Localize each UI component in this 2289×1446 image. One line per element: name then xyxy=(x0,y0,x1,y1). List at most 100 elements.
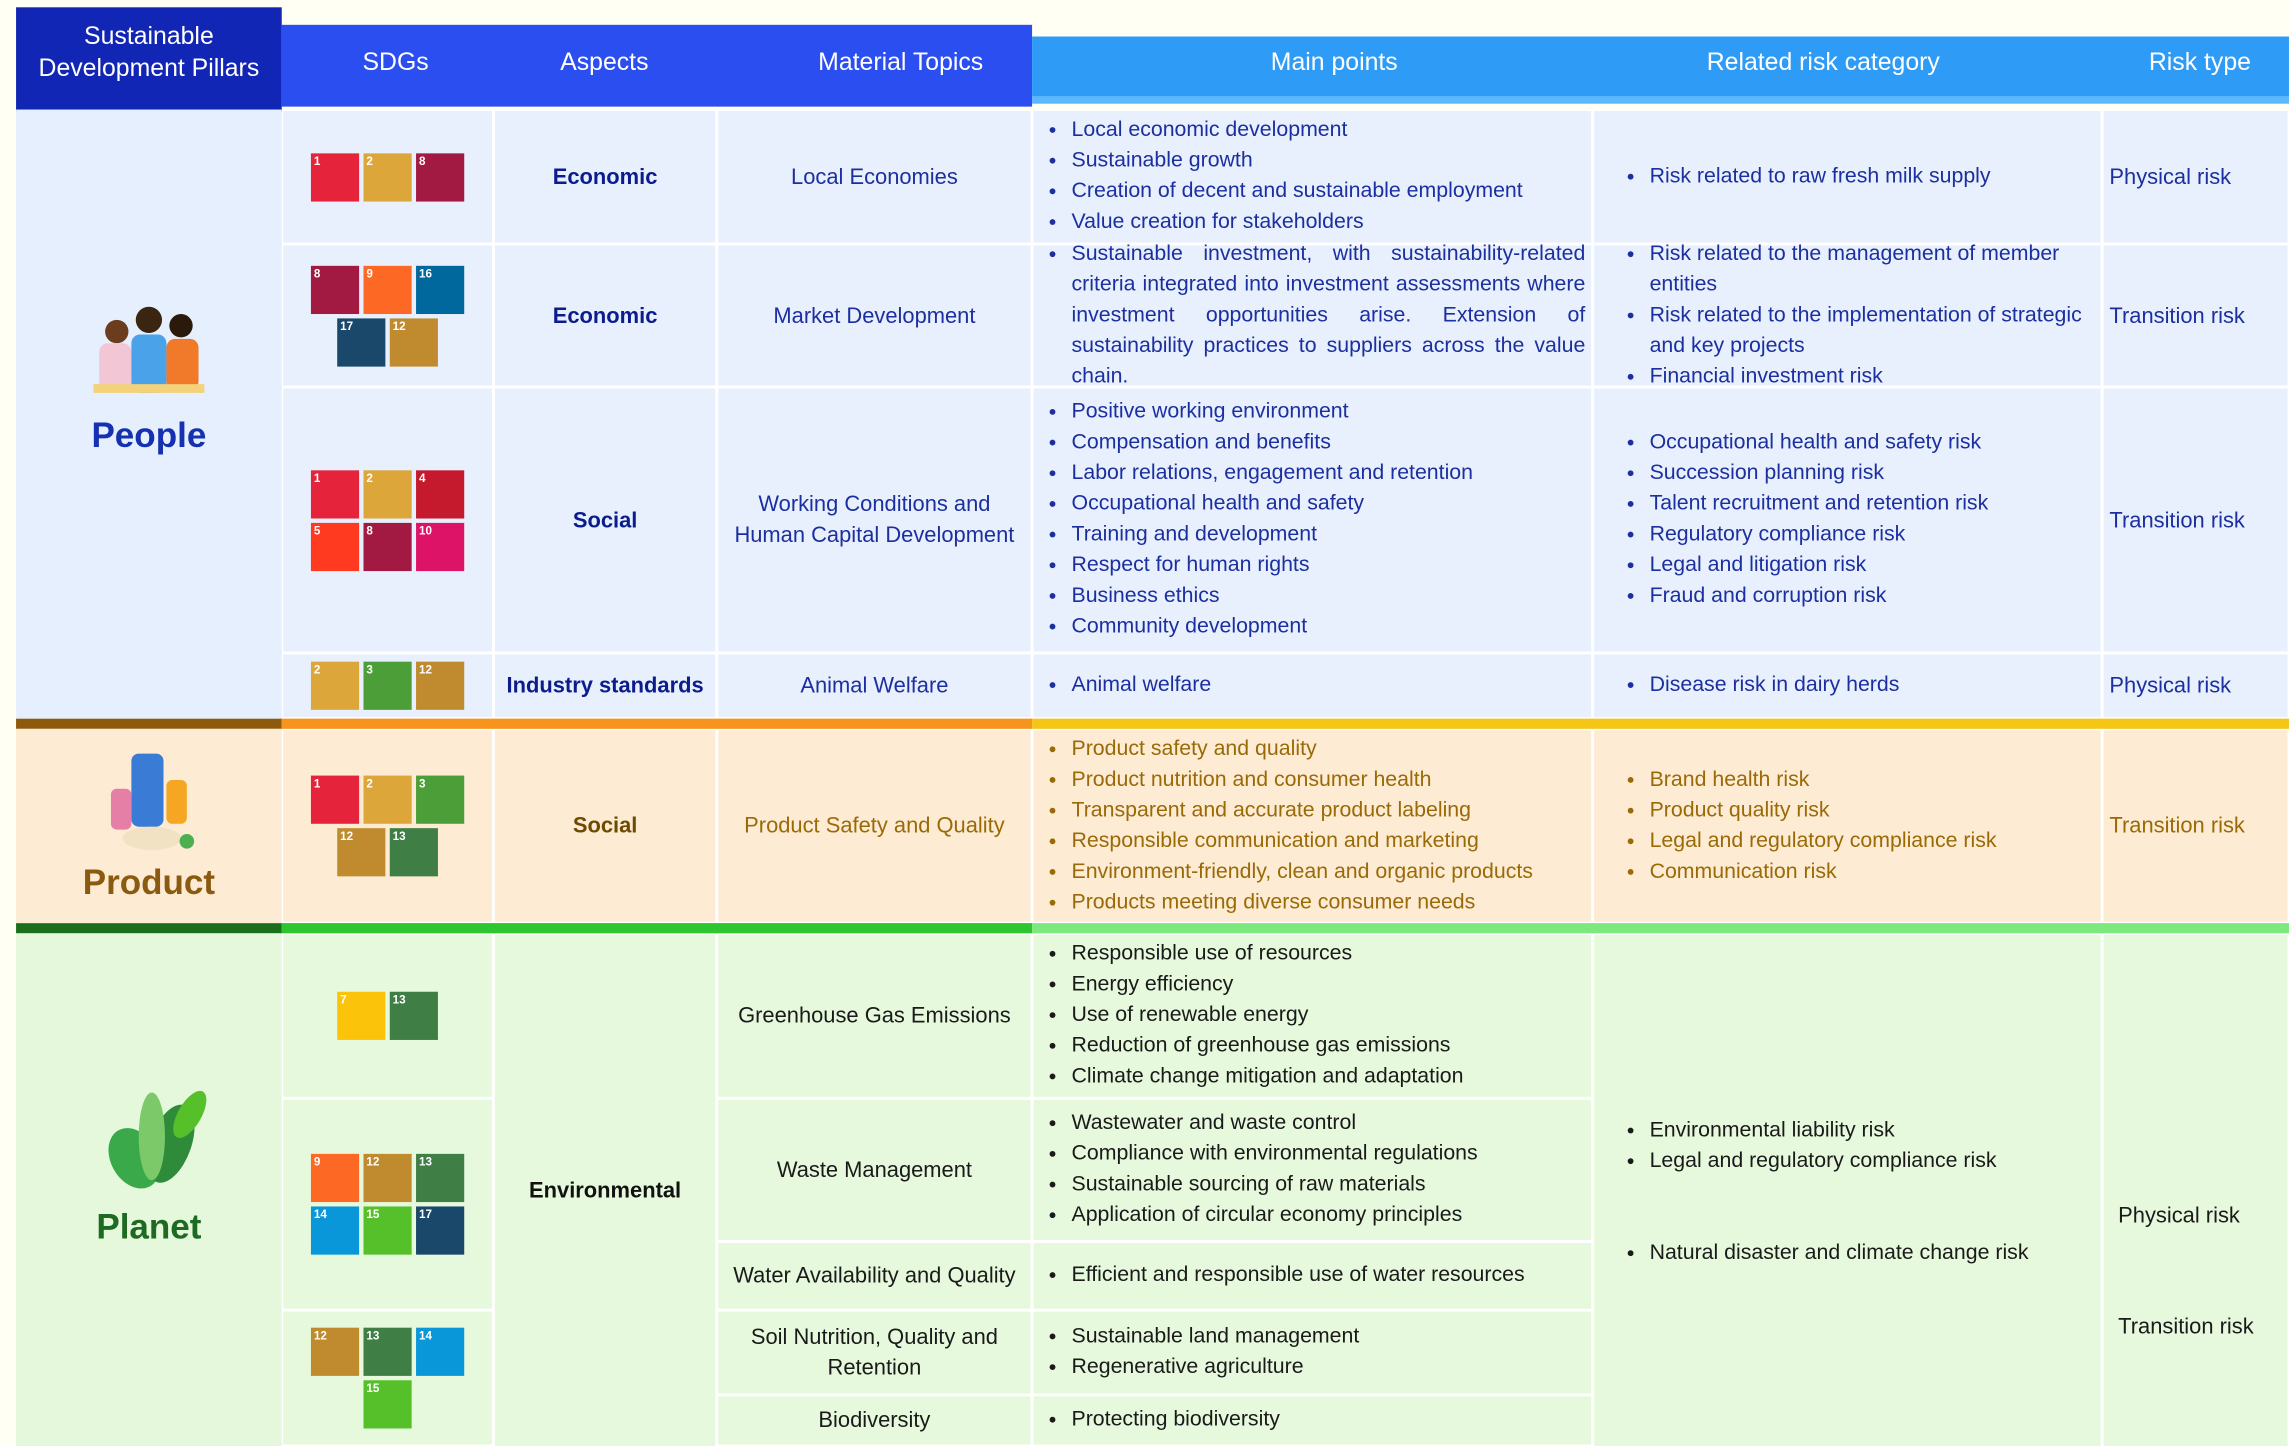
people-illustration xyxy=(93,306,205,393)
sdg-number: 13 xyxy=(418,1155,432,1169)
sdg-number: 12 xyxy=(366,1155,380,1169)
bullet-item: Product nutrition and consumer health xyxy=(1071,765,1585,796)
bullet-item: Occupational health and safety risk xyxy=(1650,428,2095,459)
risk-type-cell: Physical risk xyxy=(2103,654,2288,718)
sdg-cell: 1 2 4 5 8 10 xyxy=(283,388,492,652)
aspect-cell: Industry standards xyxy=(494,654,716,718)
sdg-number: 15 xyxy=(366,1207,380,1222)
sdg-number: 8 xyxy=(366,523,373,537)
topic-cell: Working Conditions and Human Capital Dev… xyxy=(718,388,1031,652)
sdg-icons: 8 9 16 17 12 xyxy=(310,265,465,366)
topic-cell: Water Availability and Quality xyxy=(718,1242,1031,1309)
risk-type-cell: Transition risk xyxy=(2103,388,2288,652)
sdg-icon: 9 xyxy=(363,265,412,314)
sdg-icon: 10 xyxy=(416,522,465,571)
sdg-icons: 1 2 4 5 8 10 xyxy=(310,469,465,571)
bullet-list: Local economic developmentSustainable gr… xyxy=(1034,115,1592,238)
aspect: Social xyxy=(572,813,638,839)
risk-type: Transition risk xyxy=(2109,813,2245,839)
bullet-list: Occupational health and safety riskSucce… xyxy=(1594,428,2101,612)
aspect-cell: Economic xyxy=(494,245,716,386)
sdg-number: 3 xyxy=(418,777,426,791)
sdg-number: 13 xyxy=(392,829,406,843)
bullet-item: Legal and regulatory compliance risk xyxy=(1650,1147,2095,1178)
bullet-item: Sustainable land management xyxy=(1071,1322,1585,1353)
risk-type-cell: Transition risk Physical risk xyxy=(2103,934,2288,1446)
separator xyxy=(16,923,282,934)
sdg-number: 9 xyxy=(366,266,373,280)
bullet-item: Business ethics xyxy=(1071,581,1585,612)
bullet-item: Animal welfare xyxy=(1071,670,1585,701)
bullet-item: Risk related to raw fresh milk supply xyxy=(1650,161,2095,192)
sdg-icon: 1 xyxy=(310,775,360,824)
sdg-icon: 12 xyxy=(416,661,465,710)
sdg-icon: 17 xyxy=(337,317,386,366)
topic: Working Conditions and Human Capital Dev… xyxy=(734,492,1015,548)
topic: Market Development xyxy=(773,303,976,328)
sdg-cell: 2 3 12 xyxy=(283,654,492,718)
risk-type: Transition risk xyxy=(2109,507,2245,533)
bullet-item: Environment-friendly, clean and organic … xyxy=(1071,857,1585,888)
sdg-icon: 2 xyxy=(363,775,412,824)
sdg-icon: 8 xyxy=(310,265,360,314)
risk-category-cell: Risk related to the management of member… xyxy=(1594,242,2101,388)
sdg-cell: 1 2 3 12 13 xyxy=(283,730,492,922)
bullet-list: Environmental liability riskLegal and re… xyxy=(1594,935,2101,1269)
bullet-item: Regulatory compliance risk xyxy=(1650,520,2095,551)
sdg-number: 16 xyxy=(418,266,432,280)
main-points-cell: Protecting biodiversity xyxy=(1033,1396,1592,1445)
sdg-icon: 16 xyxy=(416,265,465,314)
pillar-cell xyxy=(16,109,282,719)
bullet-item: Legal and litigation risk xyxy=(1650,551,2095,582)
risk-type-cell: Physical risk xyxy=(2103,111,2288,243)
topic: Biodiversity xyxy=(818,1408,931,1433)
bullet-item: Brand health risk xyxy=(1650,765,2095,796)
header-label: Main points xyxy=(1270,48,1398,76)
sdg-cell: 8 9 16 17 12 xyxy=(283,245,492,386)
main-points-cell: Responsible use of resourcesEnergy effic… xyxy=(1033,934,1592,1097)
bullet-list: Animal welfare xyxy=(1034,670,1592,701)
separator xyxy=(1032,923,2289,934)
topic: Product Safety and Quality xyxy=(744,813,1005,839)
pillar-label: People xyxy=(91,416,207,456)
bullet-list: Risk related to raw fresh milk supply xyxy=(1594,161,2101,192)
bullet-list: Disease risk in dairy herds xyxy=(1594,670,2101,701)
bullet-item: Talent recruitment and retention risk xyxy=(1650,489,2095,520)
topic: Greenhouse Gas Emissions xyxy=(738,1003,1011,1029)
sdg-number: 2 xyxy=(366,471,373,485)
sdg-number: 13 xyxy=(366,1329,380,1343)
sdg-number: 8 xyxy=(418,154,426,168)
aspect: Social xyxy=(572,507,638,533)
bullet-item: Occupational health and safety xyxy=(1071,489,1585,520)
header-label: Aspects xyxy=(560,48,649,76)
sdg-number: 17 xyxy=(418,1207,432,1222)
sdg-number: 2 xyxy=(366,154,373,168)
separator xyxy=(1032,718,2289,729)
sdg-cell: 12 13 14 15 xyxy=(283,1311,492,1445)
sdg-icon: 15 xyxy=(363,1206,412,1255)
sdg-icon: 13 xyxy=(416,1153,465,1203)
sdg-number: 4 xyxy=(418,471,426,485)
bullet-list: Sustainable land managementRegenerative … xyxy=(1034,1322,1592,1383)
aspect: Economic xyxy=(552,303,658,328)
main-points-cell: Product safety and qualityProduct nutrit… xyxy=(1033,730,1592,922)
topic: Local Economies xyxy=(791,164,958,190)
bullet-list: Protecting biodiversity xyxy=(1034,1405,1592,1436)
sdg-icon: 3 xyxy=(416,775,465,824)
separator xyxy=(281,718,1033,729)
sdg-cell: 1 2 8 xyxy=(283,111,492,243)
sdg-icon: 8 xyxy=(416,152,465,201)
header-underline xyxy=(1032,96,2289,104)
product-illustration xyxy=(110,753,195,851)
sdg-icon: 13 xyxy=(363,1327,412,1376)
sdg-number: 12 xyxy=(340,829,354,843)
sdg-number: 2 xyxy=(313,663,321,677)
sdg-icon: 1 xyxy=(310,469,360,518)
sdg-cell: 7 13 xyxy=(283,934,492,1097)
sdg-icon: 7 xyxy=(337,991,386,1040)
header-band xyxy=(281,24,1033,107)
sdg-icon: 8 xyxy=(363,522,412,571)
sdg-icon: 2 xyxy=(363,469,412,518)
bullet-item: Product quality risk xyxy=(1650,795,2095,826)
